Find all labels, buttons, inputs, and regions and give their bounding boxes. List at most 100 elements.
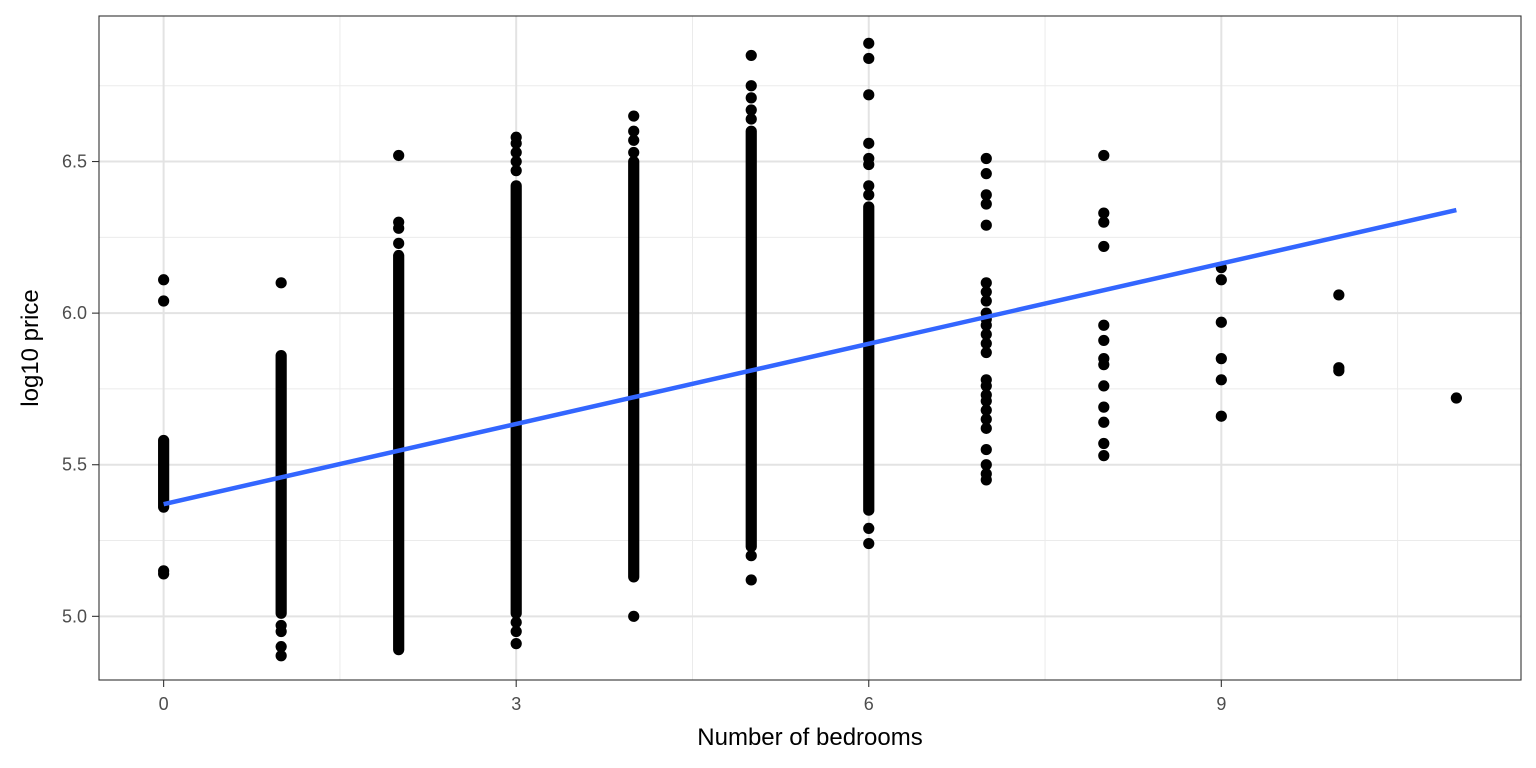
data-point <box>863 37 875 49</box>
data-point <box>510 638 522 650</box>
data-point <box>510 625 522 638</box>
data-point <box>980 152 992 165</box>
data-point <box>1333 365 1345 377</box>
data-point <box>1215 374 1227 386</box>
data-point <box>1450 392 1462 404</box>
panel-border <box>98 15 1522 681</box>
data-point <box>1098 319 1110 331</box>
data-point <box>1098 401 1110 413</box>
data-point <box>745 104 757 116</box>
point-cluster <box>275 349 287 619</box>
y-tick-label: 6.0 <box>62 303 87 323</box>
data-point <box>275 277 287 289</box>
y-tick-label: 5.0 <box>62 606 87 626</box>
data-point <box>745 92 757 104</box>
data-point <box>980 337 992 350</box>
point-cluster <box>158 434 170 513</box>
data-point <box>863 537 875 550</box>
data-point <box>745 550 757 562</box>
data-point <box>980 219 992 231</box>
data-point <box>158 568 170 580</box>
data-point <box>1098 207 1110 219</box>
data-point <box>745 49 757 62</box>
data-point <box>863 158 875 171</box>
x-tick-label: 9 <box>1216 694 1226 714</box>
data-point <box>393 222 405 234</box>
data-point <box>980 459 992 471</box>
data-point <box>980 168 992 180</box>
data-point <box>628 125 640 137</box>
data-point <box>275 625 287 638</box>
x-tick-label: 3 <box>511 694 521 714</box>
data-point <box>628 610 640 622</box>
data-point <box>510 165 522 177</box>
data-point <box>1098 380 1110 392</box>
data-point <box>980 422 992 434</box>
data-point <box>510 146 522 159</box>
y-tick-label: 5.5 <box>62 455 87 475</box>
data-point <box>980 198 992 210</box>
data-point <box>980 380 992 392</box>
data-point <box>393 237 405 249</box>
data-point <box>863 522 875 535</box>
data-point <box>980 413 992 425</box>
axes: 0 3 6 9 5.0 5.5 6.0 6.5 <box>62 152 1226 714</box>
data-points <box>158 37 1462 662</box>
point-cluster <box>510 180 522 619</box>
data-point <box>1098 334 1110 347</box>
data-point <box>275 641 287 653</box>
data-point <box>745 113 757 125</box>
data-point <box>510 137 522 149</box>
data-point <box>863 180 875 192</box>
data-point <box>510 616 522 628</box>
y-tick-label: 6.5 <box>62 152 87 172</box>
data-point <box>1098 450 1110 462</box>
data-point <box>628 146 640 159</box>
data-point <box>863 137 875 149</box>
data-point <box>1333 289 1345 301</box>
trend-line <box>163 207 1457 507</box>
y-axis-title: log10 price <box>17 289 44 406</box>
data-point <box>980 295 992 307</box>
data-point <box>980 286 992 298</box>
data-point <box>980 474 992 486</box>
data-point <box>275 650 287 662</box>
data-point <box>980 277 992 289</box>
data-point <box>158 274 170 286</box>
x-tick-label: 6 <box>864 694 874 714</box>
data-point <box>980 346 992 359</box>
data-point <box>393 149 405 162</box>
x-tick-label: 0 <box>159 694 169 714</box>
point-cluster <box>628 155 640 583</box>
data-point <box>1215 410 1227 422</box>
data-point <box>628 110 640 122</box>
data-point <box>863 52 875 65</box>
data-point <box>863 189 875 201</box>
data-point <box>745 80 757 92</box>
data-point <box>1098 216 1110 228</box>
data-point <box>980 395 992 407</box>
data-point <box>628 134 640 146</box>
data-point <box>1098 149 1110 162</box>
data-point <box>1098 437 1110 450</box>
point-cluster <box>745 125 757 553</box>
data-point <box>1215 353 1227 365</box>
data-point <box>980 404 992 416</box>
data-point <box>745 574 757 586</box>
data-point <box>1215 316 1227 328</box>
trend-line-layer <box>163 207 1457 507</box>
x-axis-title: Number of bedrooms <box>697 724 922 751</box>
data-point <box>1098 240 1110 253</box>
data-point <box>980 189 992 201</box>
data-point <box>980 319 992 331</box>
data-point <box>1215 274 1227 286</box>
data-point <box>158 295 170 307</box>
data-point <box>863 89 875 101</box>
data-point <box>1098 416 1110 428</box>
data-point <box>1098 359 1110 371</box>
point-cluster <box>863 201 875 516</box>
data-point <box>980 328 992 340</box>
